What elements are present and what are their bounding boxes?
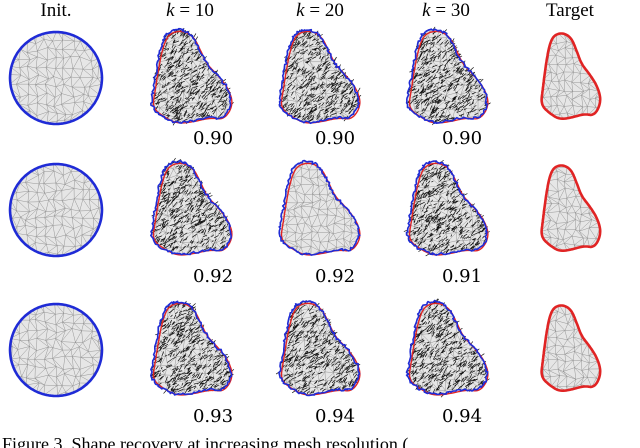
header-k30: k = 30 xyxy=(422,0,470,21)
panel-grid xyxy=(8,26,602,398)
score-r1-k10: 0.90 xyxy=(193,128,233,149)
init-mesh xyxy=(10,164,102,256)
prediction-outline xyxy=(278,300,361,397)
score-r3-k10: 0.93 xyxy=(193,406,233,427)
init-outline xyxy=(8,302,104,398)
k-value: 30 xyxy=(451,0,470,21)
mesh-fill xyxy=(10,304,102,396)
mesh-fill xyxy=(10,164,102,256)
score-r2-k10: 0.92 xyxy=(193,266,233,287)
prediction-outline xyxy=(278,28,360,125)
score-r1-k30: 0.90 xyxy=(442,128,482,149)
prediction-outline xyxy=(405,299,489,396)
header-target: Target xyxy=(546,0,595,21)
target-outline xyxy=(540,32,602,120)
k-symbol: k xyxy=(422,0,431,21)
deformation-vectors xyxy=(152,27,234,126)
score-r3-k20: 0.94 xyxy=(315,406,355,427)
prediction-outline xyxy=(150,27,232,124)
init-mesh xyxy=(10,304,102,396)
mesh-fill xyxy=(406,300,488,395)
deformation-vectors xyxy=(278,29,362,122)
prediction-outline xyxy=(405,160,488,256)
deformation-vectors xyxy=(275,300,361,395)
score-r2-k20: 0.92 xyxy=(315,266,355,287)
prediction-outline xyxy=(150,159,232,256)
target-outline xyxy=(540,304,602,393)
mesh-fill xyxy=(541,165,601,251)
init-mesh xyxy=(10,32,102,124)
k-value: 20 xyxy=(325,0,344,21)
k-value: 10 xyxy=(195,0,214,21)
header-k20: k = 20 xyxy=(296,0,344,21)
prediction-outline xyxy=(150,300,233,396)
deformation-vectors xyxy=(403,160,490,257)
header-init: Init. xyxy=(40,0,71,21)
mesh-fill xyxy=(279,160,360,256)
figure-caption: Figure 3. Shape recovery at increasing m… xyxy=(2,434,408,448)
score-r1-k20: 0.90 xyxy=(315,128,355,149)
prediction-outline xyxy=(278,159,361,256)
deformation-vectors xyxy=(151,157,233,255)
target-outline xyxy=(540,164,602,252)
k-symbol: k xyxy=(166,0,175,21)
prediction-outline xyxy=(405,28,489,124)
init-outline xyxy=(8,162,104,258)
k-symbol: k xyxy=(296,0,305,21)
header-k10: k = 10 xyxy=(166,0,214,21)
score-r2-k30: 0.91 xyxy=(442,266,482,287)
score-r3-k30: 0.94 xyxy=(442,406,482,427)
deformation-vectors xyxy=(406,298,490,398)
target-overlay-outline xyxy=(408,302,489,396)
init-outline xyxy=(8,30,104,126)
deformation-vectors xyxy=(150,300,235,395)
